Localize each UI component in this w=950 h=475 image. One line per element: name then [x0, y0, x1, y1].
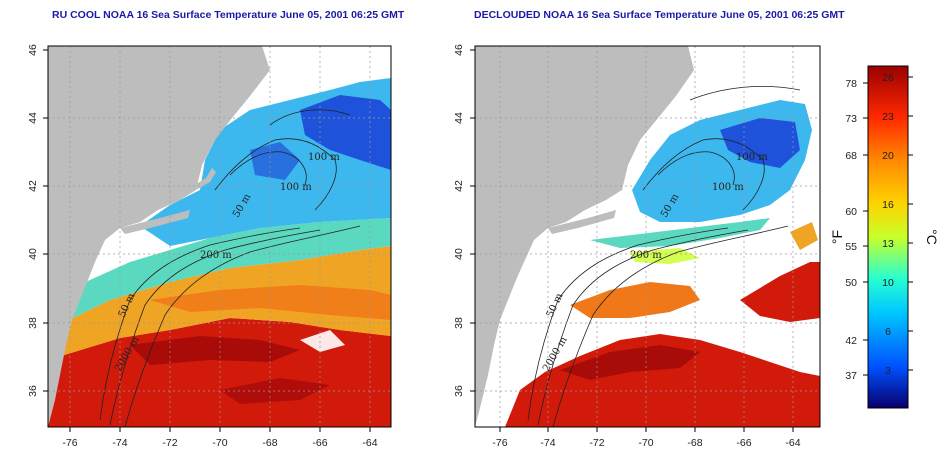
- colorbar-c-label: 13: [882, 238, 894, 250]
- colorbar-c-ticks: [908, 76, 913, 371]
- colorbar-f-ticks: [863, 82, 868, 376]
- right-lat-tick: 36: [453, 385, 465, 397]
- right-lat-tick: 44: [453, 112, 465, 124]
- right-land: [475, 46, 694, 427]
- fahrenheit-unit-label: °F: [829, 230, 845, 244]
- left-graticule: [48, 46, 391, 427]
- right-map-frame: [474, 45, 821, 428]
- left-lon-axis: -76 -74 -72 -70 -68 -66 -64: [62, 427, 378, 449]
- right-lon-tick: -70: [638, 437, 653, 449]
- right-label-200m: 200 m: [630, 250, 662, 261]
- left-gulf-stream-core: [130, 336, 300, 365]
- left-lat-tick: 38: [27, 317, 39, 329]
- right-lon-axis: -76 -74 -72 -70 -68 -66 -64: [492, 427, 801, 449]
- left-lat-tick: 40: [27, 248, 39, 260]
- right-shelf-water: [590, 218, 770, 248]
- right-lat-tick: 38: [453, 317, 465, 329]
- right-lat-tick: 40: [453, 248, 465, 260]
- left-lon-tick: -76: [62, 437, 77, 449]
- colorbar-f-label: 60: [845, 206, 857, 218]
- right-map-title: DECLOUDED NOAA 16 Sea Surface Temperatur…: [474, 9, 845, 21]
- left-sst-map: 100 m 100 m 50 m 200 m 50 m 2000 m: [48, 46, 391, 427]
- right-lat-tick: 42: [453, 180, 465, 192]
- left-lon-tick: -66: [312, 437, 327, 449]
- right-isobaths: [527, 86, 801, 427]
- right-lon-tick: -64: [785, 437, 800, 449]
- left-label-100m-north: 100 m: [308, 152, 340, 163]
- right-long-island: [548, 210, 616, 234]
- colorbar-f-label: 42: [845, 335, 857, 347]
- left-label-200m: 200 m: [200, 250, 232, 261]
- right-slope-patch: [570, 282, 700, 318]
- colorbar-f-label: 50: [845, 277, 857, 289]
- colorbar-f-label: 73: [845, 113, 857, 125]
- colorbar-c-label: 26: [882, 72, 894, 84]
- left-land: [48, 46, 270, 427]
- right-lon-tick: -68: [687, 437, 702, 449]
- left-cloud-patch: [300, 330, 345, 352]
- left-warm-band: [150, 285, 391, 320]
- right-lon-tick: -74: [540, 437, 555, 449]
- colorbar-c-label: 20: [882, 150, 894, 162]
- colorbar-c-label: 3: [885, 365, 891, 377]
- left-lat-axis: 46 44 42 40 38 36: [27, 44, 48, 397]
- left-lon-tick: -64: [362, 437, 377, 449]
- left-deep-cold-water: [300, 95, 391, 170]
- right-gulf-stream-core: [560, 345, 700, 380]
- right-lon-tick: -76: [492, 437, 507, 449]
- right-sst-map: 100 m 100 m 50 m 200 m 50 m 2000 m: [475, 46, 820, 427]
- left-map-title: RU COOL NOAA 16 Sea Surface Temperature …: [52, 9, 405, 21]
- left-lon-tick: -68: [262, 437, 277, 449]
- right-lat-axis: 46 44 42 40 38 36: [453, 44, 475, 397]
- colorbar-f-label: 68: [845, 150, 857, 162]
- left-lat-tick: 36: [27, 385, 39, 397]
- left-lat-tick: 42: [27, 180, 39, 192]
- left-lon-tick: -70: [212, 437, 227, 449]
- colorbar-f-label: 78: [845, 78, 857, 90]
- left-cloud-north: [265, 46, 391, 96]
- left-lat-tick: 44: [27, 112, 39, 124]
- right-gulf-stream-patch: [740, 262, 820, 322]
- colorbar-f-label: 55: [845, 241, 857, 253]
- right-slope-patch-2: [790, 222, 818, 250]
- temperature-colorbar: 78 73 68 60 55 50 42 37 26 23 20 16 13 1…: [829, 65, 940, 409]
- left-lat-tick: 46: [27, 44, 39, 56]
- right-lon-tick: -72: [589, 437, 604, 449]
- left-cold-patch: [250, 142, 300, 180]
- colorbar-gradient: [867, 65, 909, 409]
- right-gulf-stream: [505, 334, 820, 427]
- right-deep-cold-water: [720, 118, 800, 168]
- celsius-unit-label: °C: [924, 229, 940, 245]
- left-lon-tick: -74: [112, 437, 127, 449]
- left-lon-tick: -72: [162, 437, 177, 449]
- left-label-100m-mid: 100 m: [280, 182, 312, 193]
- right-lat-tick: 46: [453, 44, 465, 56]
- colorbar-c-label: 23: [882, 111, 894, 123]
- colorbar-c-label: 6: [885, 326, 891, 338]
- right-graticule: [475, 46, 820, 427]
- left-long-island: [120, 210, 190, 234]
- colorbar-f-label: 37: [845, 370, 857, 382]
- right-label-100m-north: 100 m: [736, 152, 768, 163]
- left-isobaths: [99, 109, 361, 427]
- colorbar-c-label: 16: [882, 199, 894, 211]
- left-cape-cod: [196, 168, 216, 190]
- colorbar-c-label: 10: [882, 277, 894, 289]
- left-shelf-water: [48, 218, 391, 330]
- right-label-100m-mid: 100 m: [712, 182, 744, 193]
- right-lon-tick: -66: [736, 437, 751, 449]
